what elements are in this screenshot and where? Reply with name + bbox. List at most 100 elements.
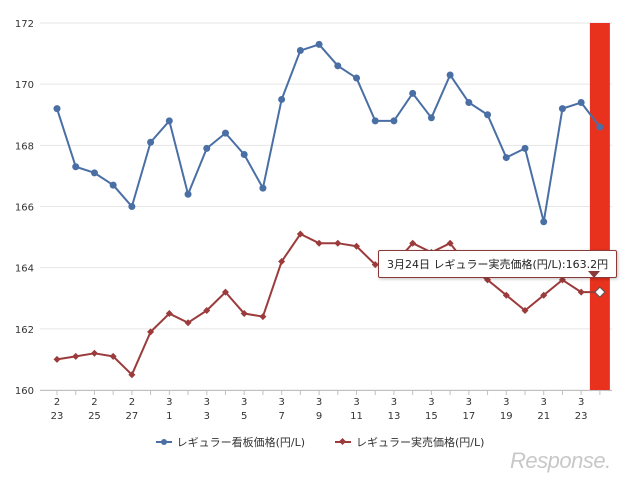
x-tick-day: 11 (350, 411, 363, 422)
x-tick-day: 17 (462, 411, 475, 422)
data-point (446, 239, 454, 247)
data-point (446, 71, 454, 79)
data-point (221, 129, 229, 137)
x-tick-month: 2 (54, 397, 60, 408)
x-tick-month: 3 (391, 397, 397, 408)
data-point (484, 111, 492, 119)
x-tick-day: 23 (575, 411, 588, 422)
data-point (390, 117, 398, 125)
x-tick-month: 2 (91, 397, 97, 408)
y-tick-label: 166 (15, 203, 34, 214)
data-point (203, 144, 211, 152)
legend-swatch-signboard (155, 437, 172, 447)
x-tick-month: 3 (466, 397, 472, 408)
series-line-2 (56, 233, 600, 376)
hover-highlight-band (589, 23, 610, 390)
x-tick-day: 3 (204, 411, 210, 422)
x-tick-month: 3 (204, 397, 210, 408)
legend-item-signboard-price[interactable]: レギュラー看板価格(円/L) (155, 434, 305, 450)
data-point (521, 306, 529, 314)
data-point (165, 310, 173, 318)
data-point (109, 181, 117, 189)
y-tick-label: 172 (15, 19, 34, 30)
data-point (53, 105, 61, 113)
data-point (502, 291, 510, 299)
data-point (558, 276, 566, 284)
data-point (296, 47, 304, 55)
series-markers (53, 40, 606, 379)
data-point (502, 154, 510, 162)
y-tick-label: 162 (15, 325, 34, 336)
data-point (577, 288, 585, 296)
data-point (147, 328, 155, 336)
x-tick-month: 3 (503, 397, 509, 408)
data-point (334, 62, 342, 70)
data-point (409, 239, 417, 247)
data-point (315, 239, 323, 247)
x-tick-day: 19 (500, 411, 513, 422)
data-point (109, 352, 117, 360)
data-point (484, 276, 492, 284)
data-point (278, 95, 286, 103)
data-point (203, 306, 211, 314)
x-tick-day: 15 (425, 411, 438, 422)
legend-label-signboard: レギュラー看板価格(円/L) (176, 436, 305, 449)
x-tick-month: 3 (316, 397, 322, 408)
data-point (278, 258, 286, 266)
x-tick-day: 9 (316, 411, 322, 422)
x-tick-month: 2 (129, 397, 135, 408)
x-tick-month: 3 (166, 397, 172, 408)
legend-swatch-actual (335, 437, 351, 447)
series-lines (56, 43, 601, 376)
data-point (72, 163, 80, 171)
data-point (409, 89, 417, 97)
highlight-band (589, 23, 610, 390)
data-point (259, 184, 267, 192)
y-tick-label: 160 (15, 386, 34, 397)
data-point (540, 218, 548, 226)
legend-item-actual-price[interactable]: レギュラー実売価格(円/L) (335, 434, 484, 450)
x-tick-month: 3 (578, 397, 584, 408)
x-tick-month: 3 (541, 397, 547, 408)
data-point (90, 169, 98, 177)
x-tick-month: 3 (241, 397, 247, 408)
data-point (53, 355, 61, 363)
data-point (427, 114, 435, 122)
response-logo: Response. (510, 448, 611, 473)
data-point (353, 74, 361, 82)
data-point (353, 242, 361, 250)
data-point-highlighted (594, 286, 606, 298)
y-axis-ticks: 160 162 164 166 168 170 172 (15, 19, 34, 397)
data-point (315, 40, 323, 48)
data-point (371, 261, 379, 269)
data-point (540, 291, 548, 299)
x-tick-day: 27 (126, 411, 139, 422)
chart-grid (40, 22, 612, 391)
y-tick-label: 168 (15, 141, 34, 152)
data-point (259, 313, 267, 321)
data-point (521, 144, 529, 152)
x-tick-day: 23 (51, 411, 64, 422)
y-tick-label: 164 (15, 264, 34, 275)
data-point (240, 151, 248, 159)
legend-label-actual: レギュラー実売価格(円/L) (356, 436, 485, 449)
data-point (334, 239, 342, 247)
series-line-1 (56, 43, 601, 223)
tooltip-pointer (588, 271, 600, 278)
data-point (371, 117, 379, 125)
data-point (128, 203, 136, 210)
data-point (184, 319, 192, 327)
x-tick-day: 1 (166, 411, 172, 422)
data-point (147, 138, 155, 146)
chart-legend: レギュラー看板価格(円/L) レギュラー実売価格(円/L) (0, 432, 640, 452)
data-point (128, 371, 136, 379)
data-point (577, 99, 585, 107)
x-tick-month: 3 (353, 397, 359, 408)
data-point (184, 190, 192, 198)
data-point (72, 352, 80, 360)
x-tick-day: 25 (88, 411, 101, 422)
chart-tooltip: 3月24日 レギュラー実売価格(円/L):163.2円 (378, 250, 618, 278)
x-tick-month: 3 (428, 397, 434, 408)
